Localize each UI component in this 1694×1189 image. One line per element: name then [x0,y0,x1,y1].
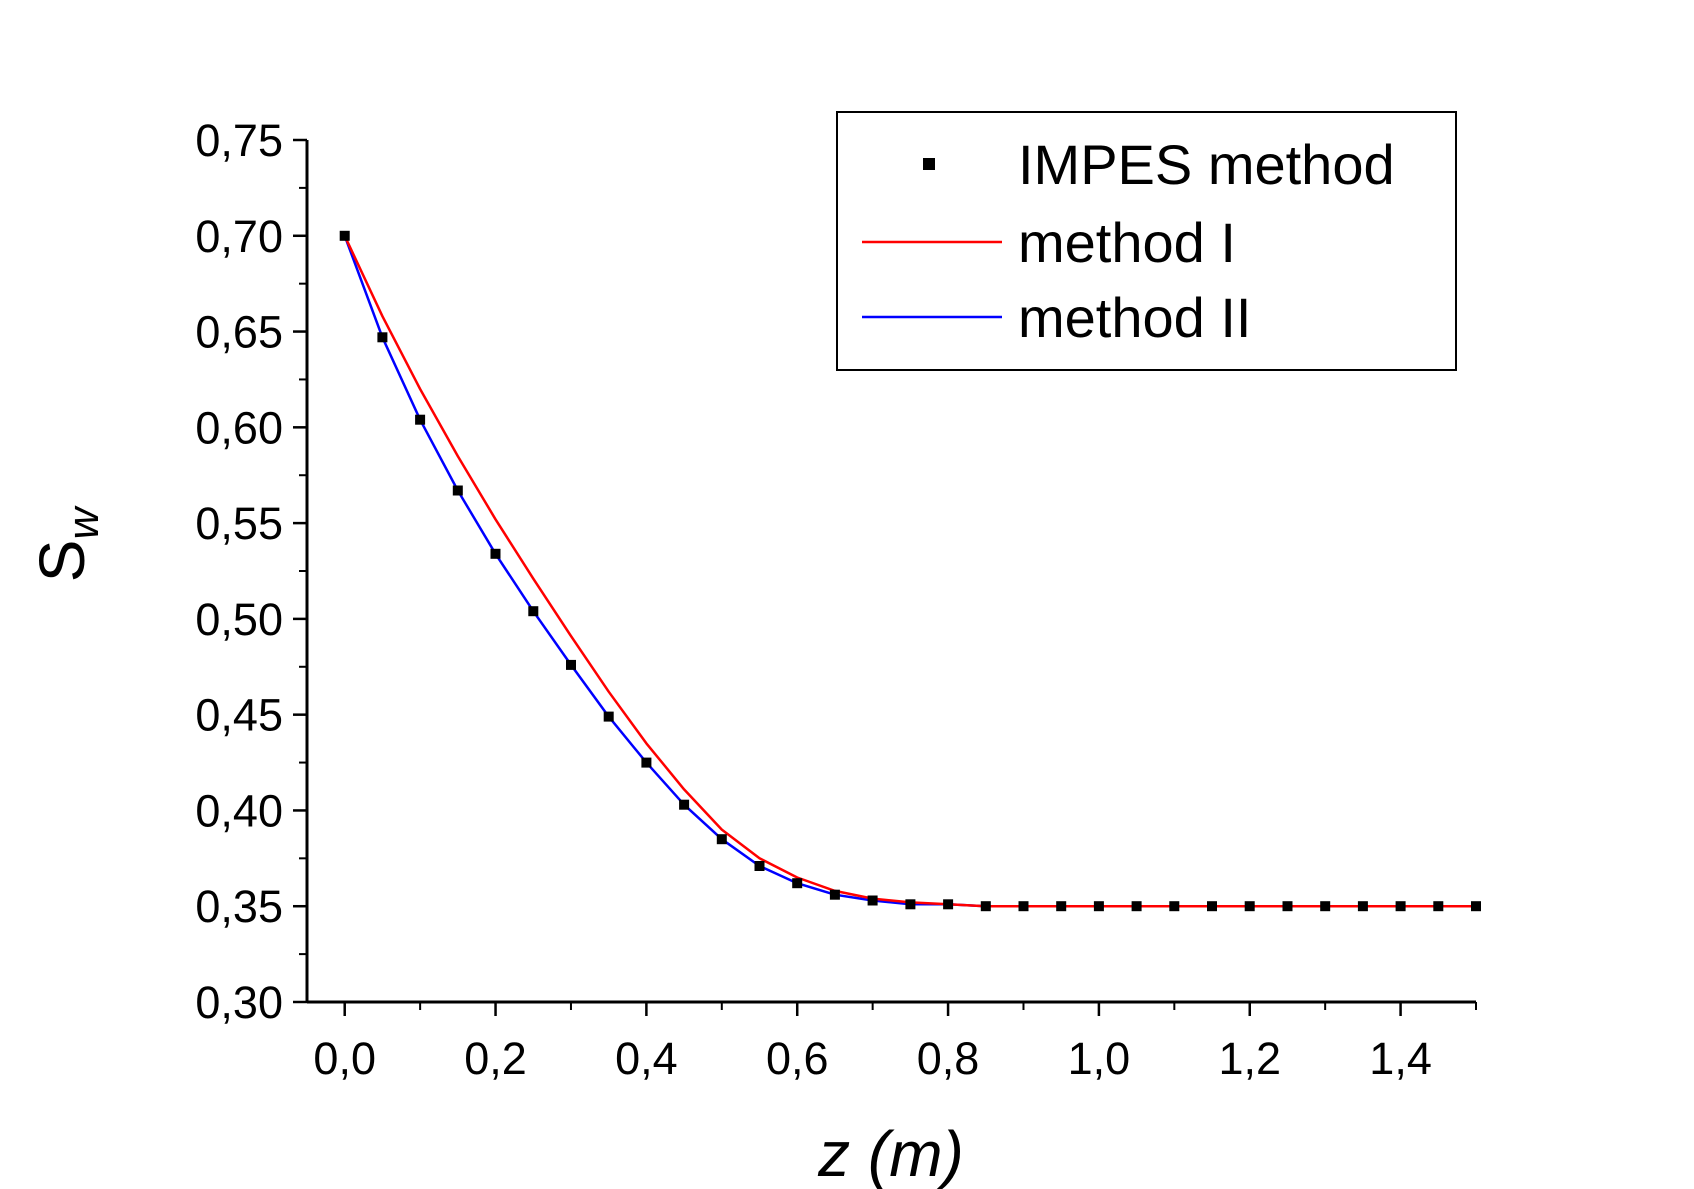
data-point-impes [943,899,954,910]
y-tick-label: 0,65 [195,307,283,358]
legend-label-method-1: method I [1018,211,1236,274]
y-tick-label: 0,55 [195,498,283,549]
x-axis-title: z (m) [817,1118,964,1189]
data-point-impes [641,757,652,768]
data-point-impes [339,230,350,241]
x-tick-label: 0,0 [313,1033,376,1084]
data-point-impes [1395,901,1406,912]
data-point-impes [1093,901,1104,912]
data-point-impes [1282,901,1293,912]
data-point-impes [603,711,614,722]
y-ticks: 0,30 0,35 0,40 0,45 0,50 0,55 0,60 0,65 0,70 0,75 [195,115,307,1028]
y-tick-label: 0,50 [195,594,283,645]
data-point-impes [1471,901,1481,912]
x-axis-title-text: z (m) [817,1118,964,1189]
data-point-impes [829,889,840,900]
y-axis-title-main: S [26,540,98,583]
y-tick-label: 0,45 [195,690,283,741]
data-point-impes [980,901,991,912]
y-axis-title-subscript: w [59,505,108,540]
data-point-impes [792,878,803,889]
data-point-impes [528,606,539,617]
data-point-impes [415,414,426,425]
data-point-impes [905,899,916,910]
x-tick-label: 1,0 [1068,1033,1131,1084]
y-tick-label: 0,35 [195,881,283,932]
data-point-impes [1056,901,1067,912]
y-tick-label: 0,60 [195,402,283,453]
legend-label-impes: IMPES method [1018,133,1395,196]
data-point-impes [867,895,878,906]
y-tick-label: 0,70 [195,211,283,262]
data-point-impes [1433,901,1444,912]
data-point-impes [1320,901,1331,912]
x-tick-label: 1,4 [1369,1033,1432,1084]
data-point-impes [452,485,463,496]
data-point-impes [566,659,576,670]
legend-marker-impes [923,158,935,170]
data-point-impes [1018,901,1029,912]
x-tick-label: 0,4 [615,1033,678,1084]
data-point-impes [1131,901,1142,912]
series-layer [339,230,1481,912]
legend-label-method-2: method II [1018,286,1251,349]
data-point-impes [1207,901,1217,912]
x-ticks: 0,0 0,2 0,4 0,6 0,8 1,0 1,2 1,4 [313,1002,1477,1084]
data-point-impes [679,799,690,810]
x-tick-label: 0,8 [917,1033,980,1084]
x-tick-label: 1,2 [1218,1033,1281,1084]
data-point-impes [716,834,727,845]
y-axis-title: Sw [26,505,108,583]
legend: IMPES method method I method II [836,111,1457,371]
data-point-impes [1169,901,1180,912]
y-tick-label: 0,40 [195,785,283,836]
data-point-impes [1357,901,1368,912]
y-tick-label: 0,75 [195,115,283,166]
x-tick-label: 0,6 [766,1033,829,1084]
data-point-impes [754,861,765,871]
y-tick-label: 0,30 [195,977,283,1028]
data-point-impes [1244,901,1255,912]
data-point-impes [377,332,388,343]
x-tick-label: 0,2 [464,1033,527,1084]
data-point-impes [490,548,501,559]
